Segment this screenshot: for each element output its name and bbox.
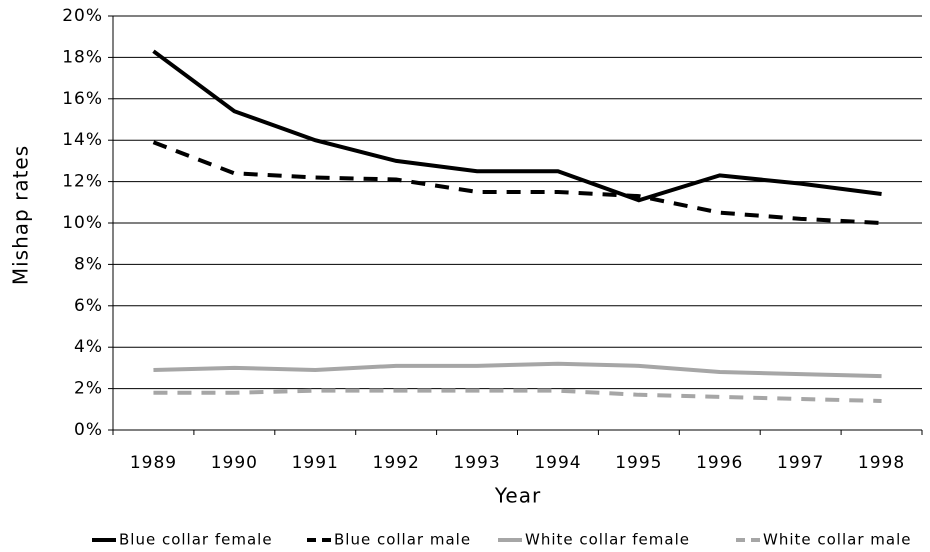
series-line bbox=[153, 361, 882, 379]
x-tick-label: 1991 bbox=[292, 453, 339, 473]
y-tick-label: 0% bbox=[74, 420, 103, 440]
y-tick-label: 2% bbox=[74, 379, 103, 399]
x-tick-label: 1998 bbox=[858, 453, 905, 473]
series-line bbox=[153, 388, 882, 404]
legend-label: White collar female bbox=[525, 531, 690, 549]
y-tick-label: 6% bbox=[74, 296, 103, 316]
legend-label: White collar male bbox=[763, 531, 911, 549]
x-axis-title: Year bbox=[494, 484, 541, 508]
series-line bbox=[152, 140, 882, 225]
legend-label: Blue collar female bbox=[119, 531, 273, 549]
x-tick-label: 1989 bbox=[130, 453, 177, 473]
y-tick-label: 20% bbox=[62, 6, 103, 26]
x-tick-label: 1997 bbox=[777, 453, 824, 473]
x-tick-label: 1990 bbox=[211, 453, 258, 473]
y-tick-label: 10% bbox=[62, 213, 103, 233]
y-tick-label: 14% bbox=[62, 130, 103, 150]
x-tick-label: 1993 bbox=[453, 453, 500, 473]
x-tick-label: 1994 bbox=[534, 453, 581, 473]
y-tick-label: 4% bbox=[74, 337, 103, 357]
x-tick-label: 1992 bbox=[373, 453, 420, 473]
y-tick-label: 18% bbox=[62, 47, 103, 67]
y-tick-label: 12% bbox=[62, 172, 103, 192]
y-axis-title: Mishap rates bbox=[9, 145, 33, 285]
legend-label: Blue collar male bbox=[334, 531, 471, 549]
x-tick-label: 1995 bbox=[615, 453, 662, 473]
y-tick-label: 16% bbox=[62, 89, 103, 109]
x-tick-label: 1996 bbox=[696, 453, 743, 473]
series-line bbox=[152, 49, 882, 203]
y-tick-label: 8% bbox=[74, 254, 103, 274]
